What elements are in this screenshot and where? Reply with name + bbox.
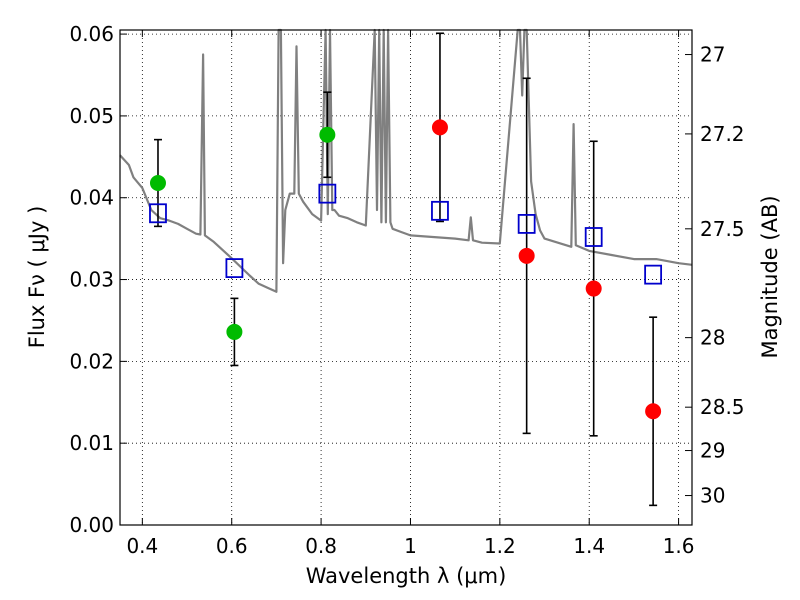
y-tick-label: 0.04 [69,186,114,210]
x-tick-label: 1.6 [663,534,695,558]
data-point [226,323,243,340]
y2-tick-label: 27 [700,43,725,67]
x-tick-label: 0.4 [126,534,158,558]
x-tick-label: 1 [404,534,417,558]
axes: 0.4 0.6 0.8 1 1.2 1.4 1.6 0.00 0.01 0.02 0.03 0.04 0… [69,22,744,558]
x-tick-label: 1.2 [484,534,516,558]
model-point [517,214,536,234]
data-point [149,175,166,191]
y2-tick-label: 27.2 [700,122,745,146]
y-tick-label: 0.05 [69,104,114,128]
y-tick-label: 0.06 [69,22,114,46]
data-points [149,32,663,507]
model-point [431,200,449,221]
model-point [644,264,663,285]
x-tick-label: 0.6 [216,534,248,558]
model-spectrum [119,28,693,293]
y-tick-label: 0.03 [69,268,114,292]
grid [120,30,692,526]
y2-tick-label: 30 [700,484,725,508]
model-point [225,258,244,278]
y2-tick-label: 29 [700,439,725,463]
data-point [518,247,535,264]
x-tick-label: 0.8 [305,534,337,558]
model-point [149,203,167,224]
data-point [431,119,448,136]
y2-tick-label: 28 [700,326,725,350]
data-point [585,280,602,297]
data-point [645,403,662,420]
model-point [584,227,603,247]
data-point [319,126,336,143]
y2-tick-label: 27.5 [700,217,745,241]
y-axis-label: Flux Fν ( μJy ) [25,206,49,349]
plot-frame [119,29,693,526]
x-axis-label: Wavelength λ (μm) [306,564,507,588]
y-tick-label: 0.01 [69,431,114,455]
y-tick-label: 0.02 [69,349,114,373]
y2-axis-label: Magnitude (AB) [758,195,782,358]
spectrum-line [119,28,693,293]
model-point [318,183,337,204]
y2-tick-label: 28.5 [700,395,745,419]
x-tick-label: 1.4 [573,534,605,558]
y-tick-label: 0.00 [69,513,114,537]
